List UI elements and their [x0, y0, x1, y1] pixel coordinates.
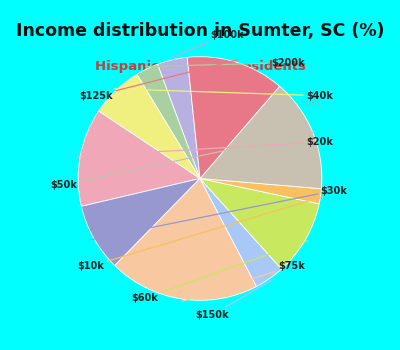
Text: $30k: $30k [92, 186, 348, 239]
Wedge shape [200, 178, 322, 204]
Wedge shape [200, 178, 319, 269]
Text: Income distribution in Sumter, SC (%): Income distribution in Sumter, SC (%) [16, 22, 384, 40]
Wedge shape [81, 178, 200, 266]
Wedge shape [115, 178, 256, 300]
Text: $150k: $150k [195, 281, 271, 320]
Text: Hispanic or Latino residents: Hispanic or Latino residents [94, 60, 306, 73]
Wedge shape [187, 57, 280, 178]
Text: $75k: $75k [182, 261, 305, 301]
Text: $40k: $40k [114, 89, 333, 101]
Wedge shape [137, 64, 200, 178]
Wedge shape [98, 74, 200, 178]
Wedge shape [200, 86, 322, 189]
Text: City-Data.com: City-Data.com [256, 99, 320, 108]
Text: $50k: $50k [50, 132, 315, 190]
Text: $200k: $200k [146, 58, 304, 68]
Wedge shape [200, 178, 282, 287]
Text: $20k: $20k [78, 137, 333, 156]
Text: $10k: $10k [77, 197, 323, 271]
Wedge shape [158, 57, 200, 178]
Wedge shape [78, 111, 200, 206]
Text: $60k: $60k [132, 241, 308, 303]
Text: $100k: $100k [172, 30, 244, 57]
Text: $125k: $125k [80, 60, 237, 101]
